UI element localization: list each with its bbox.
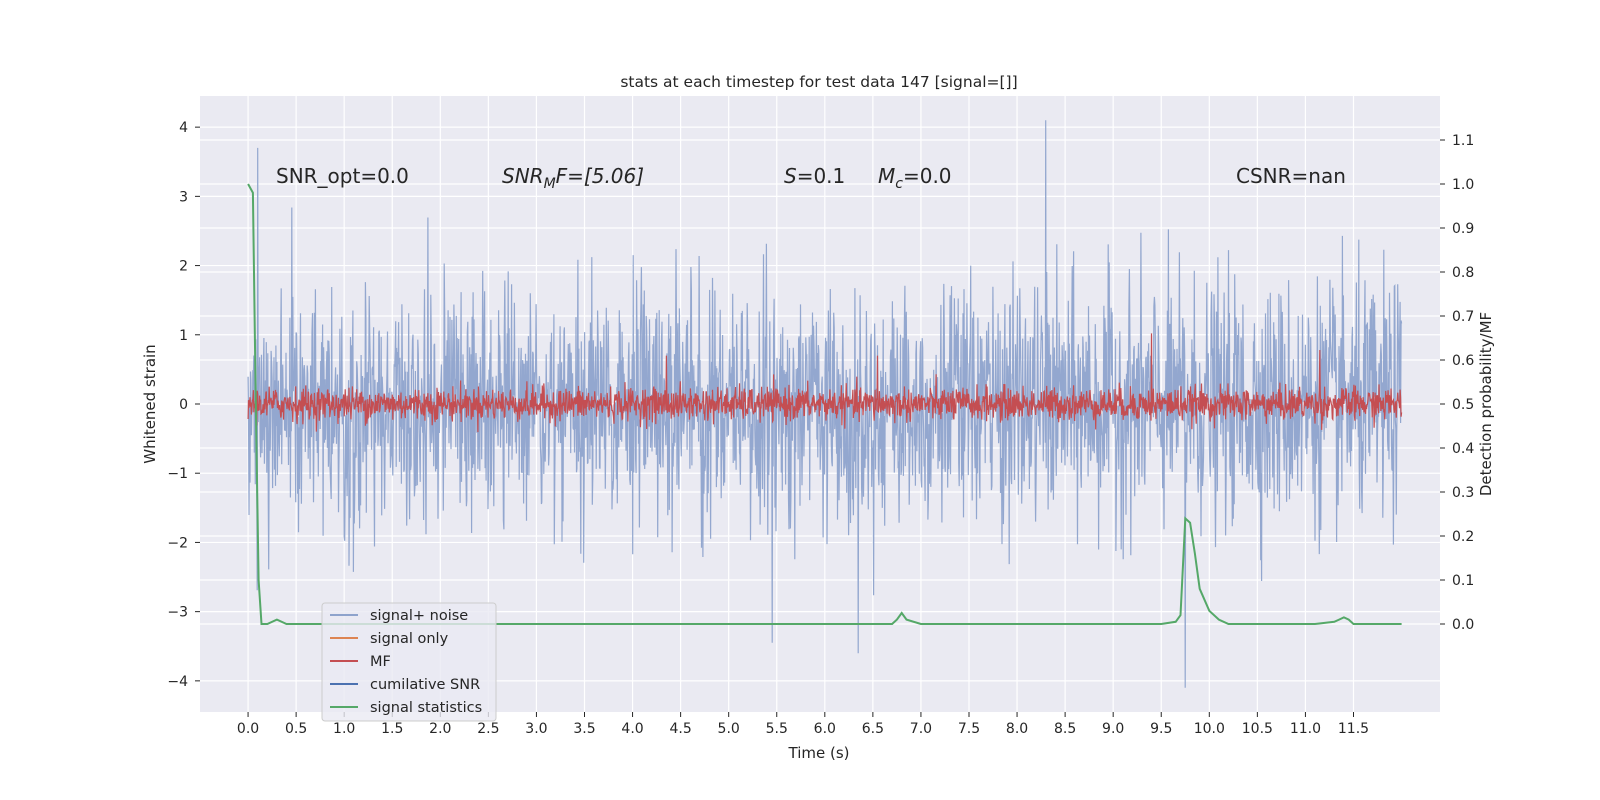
annotation-csnr: CSNR=nan (1236, 164, 1346, 188)
x-tick-label-16: 8.0 (1006, 721, 1028, 737)
x-tick-label-15: 7.5 (958, 721, 980, 737)
x-tick-label-22: 11.0 (1290, 721, 1321, 737)
series-line-signal-plus-noise (247, 120, 1403, 688)
legend: signal+ noise signal only MF cumilative … (321, 602, 497, 722)
annotation-s: S=0.1 (784, 164, 845, 188)
annotation-s-label: S (784, 164, 797, 188)
legend-label-cumulative-snr: cumilative SNR (370, 677, 480, 693)
y-right-axis-ticks: 1.1 1.0 0.9 0.8 0.7 0.6 0.5 0.4 0.3 0.2 0.1 0.0 (1440, 133, 1474, 633)
chart-title: stats at each timestep for test data 147… (620, 73, 1017, 91)
y-axis-ticks: 4 3 2 1 0 −1 −2 −3 −4 (167, 120, 200, 690)
x-tick-label-11: 5.5 (766, 721, 788, 737)
mf-series (247, 333, 1403, 433)
x-tick-label-20: 10.0 (1194, 721, 1225, 737)
y-right-tick-label-3: 0.8 (1452, 265, 1474, 281)
y-right-tick-label-5: 0.6 (1452, 353, 1474, 369)
x-tick-label-1: 0.5 (285, 721, 307, 737)
legend-label-signal-only: signal only (370, 631, 449, 647)
x-tick-label-12: 6.0 (814, 721, 836, 737)
y-tick-label-8: −4 (167, 674, 188, 690)
x-tick-label-14: 7.0 (910, 721, 932, 737)
y-right-tick-label-2: 0.9 (1452, 221, 1474, 237)
x-tick-label-6: 3.0 (525, 721, 547, 737)
y-tick-label-4: 0 (179, 397, 188, 413)
y-right-axis-label: Detection probability/MF (1477, 312, 1495, 496)
x-tick-label-18: 9.0 (1102, 721, 1124, 737)
x-axis-ticks: 0.0 0.5 1.0 1.5 2.0 2.5 3.0 3.5 4.0 4.5 5.0 5.5 6.0 6… (237, 712, 1369, 737)
y-tick-label-0: 4 (179, 120, 188, 136)
y-tick-label-3: 1 (179, 328, 188, 344)
x-tick-label-3: 1.5 (381, 721, 403, 737)
y-right-tick-label-0: 1.1 (1452, 133, 1474, 149)
annotation-snr-opt: SNR_opt=0.0 (276, 164, 409, 188)
annotation-snr-mf-base: SNR (502, 164, 544, 188)
y-right-tick-label-9: 0.2 (1452, 529, 1474, 545)
y-right-tick-label-11: 0.0 (1452, 617, 1474, 633)
x-tick-label-7: 3.5 (573, 721, 595, 737)
x-axis-label: Time (s) (788, 744, 850, 762)
series-line-signal-statistics (247, 183, 1402, 625)
x-tick-label-4: 2.0 (429, 721, 451, 737)
y-right-tick-label-4: 0.7 (1452, 309, 1474, 325)
y-tick-label-5: −1 (167, 466, 188, 482)
y-right-tick-label-7: 0.4 (1452, 441, 1474, 457)
annotation-snr-mf-sub: M (544, 176, 556, 192)
x-tick-label-5: 2.5 (477, 721, 499, 737)
y-axis-label: Whitened strain (141, 344, 159, 463)
y-right-tick-label-8: 0.3 (1452, 485, 1474, 501)
y-tick-label-2: 2 (179, 259, 188, 275)
annotation-snr-mf-rest: F=[5.06] (556, 164, 644, 188)
y-right-tick-label-6: 0.5 (1452, 397, 1474, 413)
y-tick-label-1: 3 (179, 189, 188, 205)
annotation-s-value: =0.1 (797, 164, 846, 188)
legend-label-statistics: signal statistics (370, 700, 482, 716)
y-tick-label-6: −2 (167, 535, 188, 551)
x-tick-label-0: 0.0 (237, 721, 259, 737)
annotation-mc: Mc=0.0 (878, 164, 952, 192)
x-tick-label-21: 10.5 (1242, 721, 1273, 737)
signal-plus-noise-series (247, 120, 1403, 688)
annotation-mc-label: M (878, 164, 895, 188)
legend-label-mf: MF (370, 654, 391, 670)
x-tick-label-10: 5.0 (718, 721, 740, 737)
x-tick-label-23: 11.5 (1338, 721, 1369, 737)
x-tick-label-13: 6.5 (862, 721, 884, 737)
x-tick-label-8: 4.0 (621, 721, 643, 737)
annotation-mc-sub: c (895, 176, 903, 192)
x-tick-label-9: 4.5 (669, 721, 691, 737)
annotation-snr-mf: SNRMF=[5.06] (502, 164, 644, 192)
x-tick-label-17: 8.5 (1054, 721, 1076, 737)
y-tick-label-7: −3 (167, 605, 188, 621)
y-right-tick-label-10: 0.1 (1452, 573, 1474, 589)
legend-box (321, 602, 497, 722)
signal-statistics-series (247, 183, 1402, 625)
legend-label-noise: signal+ noise (370, 608, 468, 624)
annotation-mc-value: =0.0 (903, 164, 952, 188)
x-tick-label-2: 1.0 (333, 721, 355, 737)
x-tick-label-19: 9.5 (1150, 721, 1172, 737)
y-right-tick-label-1: 1.0 (1452, 177, 1474, 193)
series-line-mf (247, 333, 1403, 433)
